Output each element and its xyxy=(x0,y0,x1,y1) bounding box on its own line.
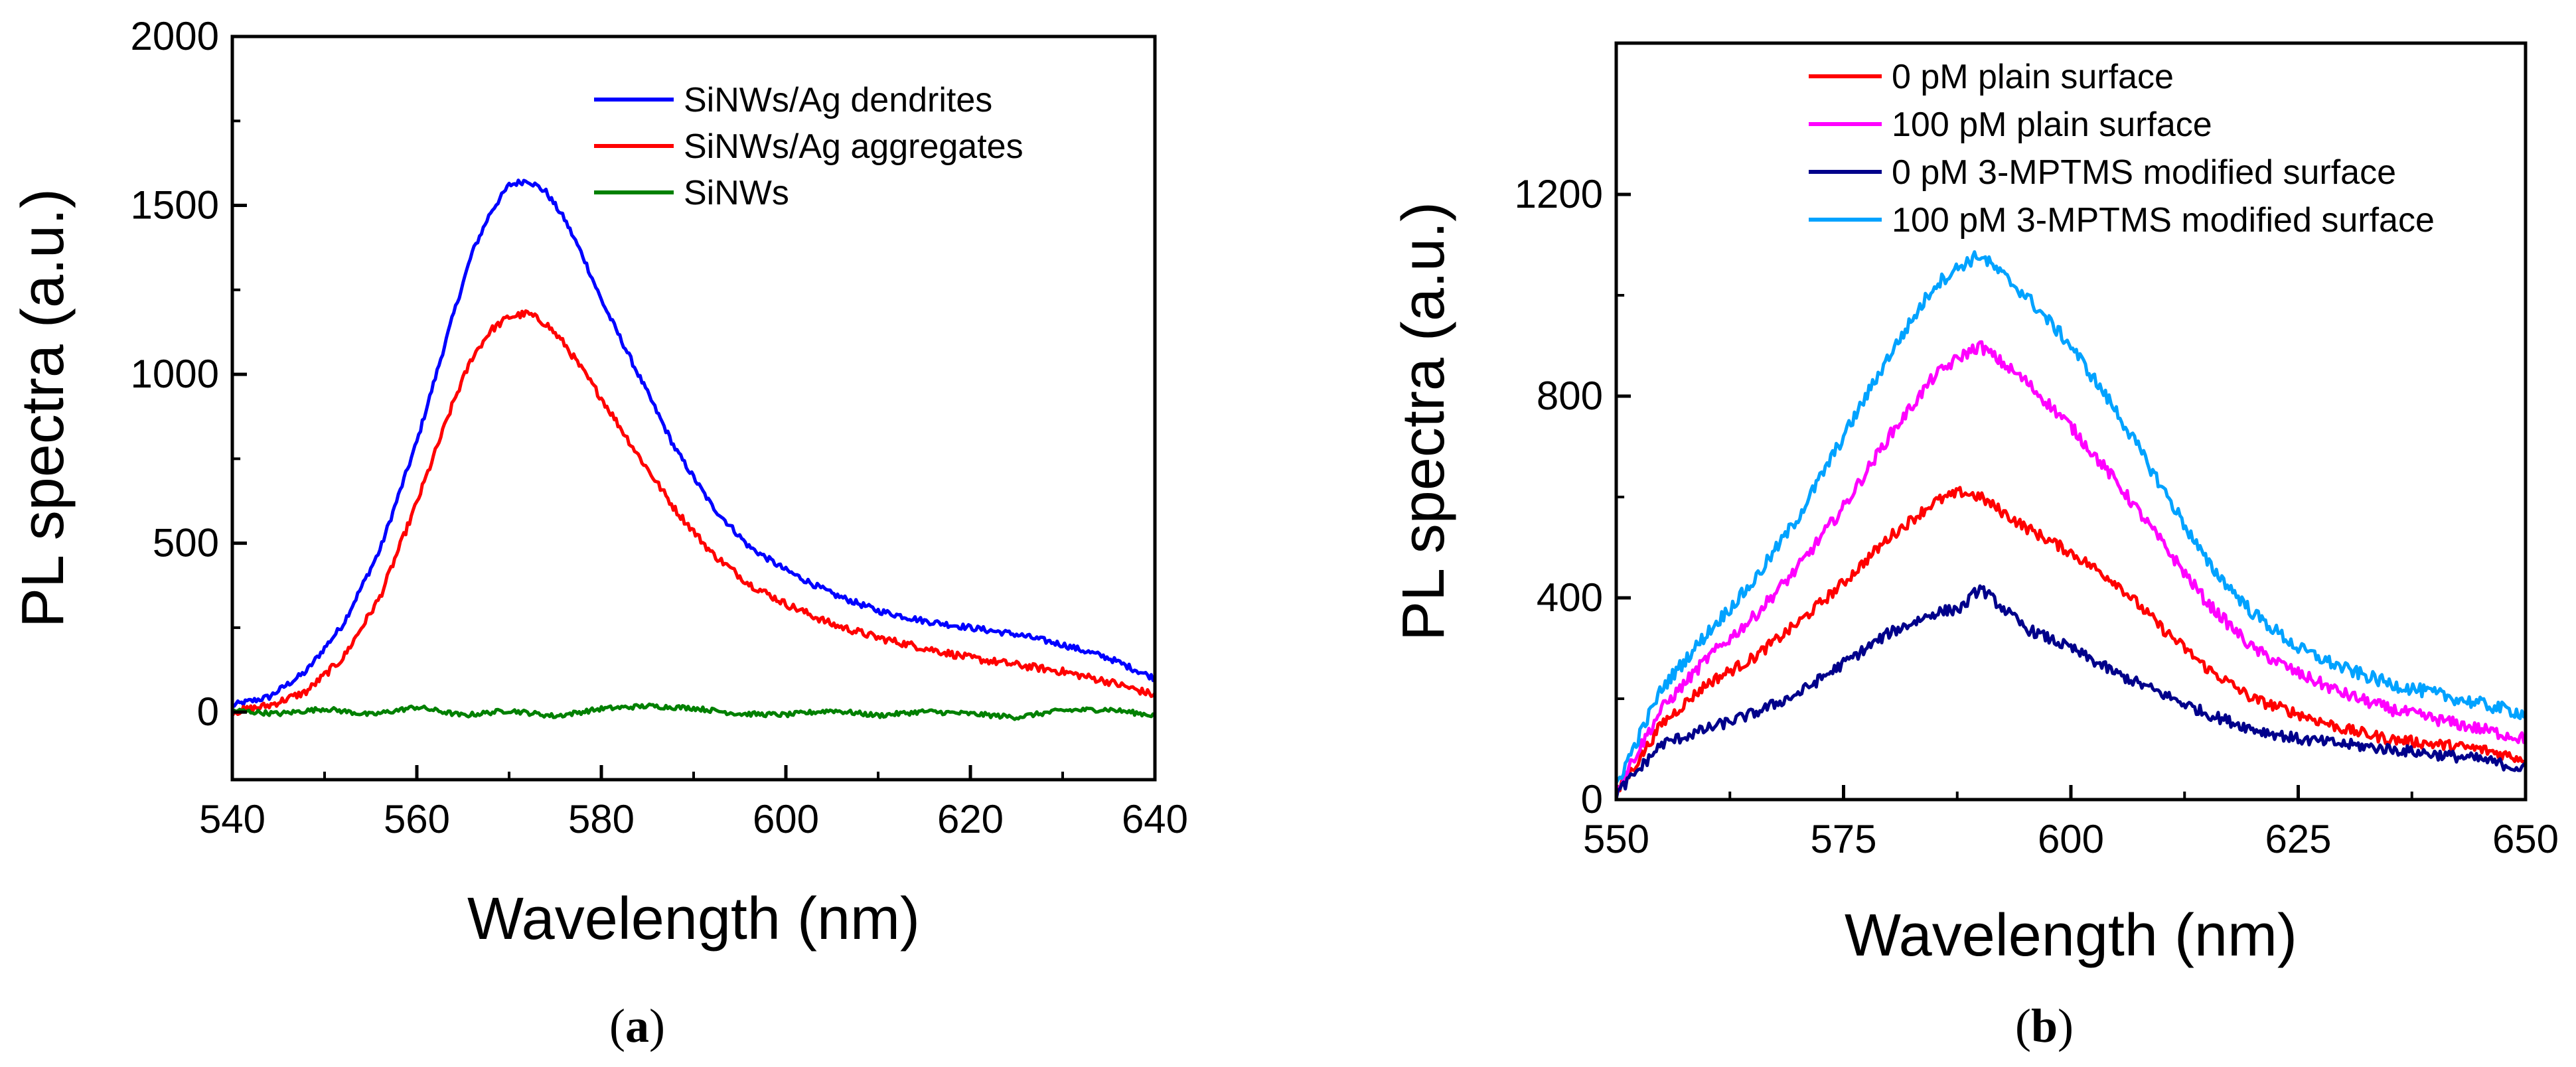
series-line-b-3 xyxy=(1614,250,2528,784)
panel-label-a: (a) xyxy=(609,999,665,1052)
panel-label-b-close: ) xyxy=(2058,999,2074,1052)
legend-b: 0 pM plain surface 100 pM plain surface 0 … xyxy=(1809,58,2435,240)
x-tick-label-a-1: 560 xyxy=(384,797,450,841)
panel-label-a-letter: a xyxy=(625,999,649,1052)
series-line-b-0 xyxy=(1614,486,2527,795)
y-tick-label-a-1: 500 xyxy=(153,521,219,565)
panel-label-b-open: ( xyxy=(2015,999,2031,1052)
series-line-b-1 xyxy=(1614,340,2528,793)
chart-panel-b: 550 575 600 625 650 0 400 800 1200 Wavelength (… xyxy=(1391,41,2559,1052)
y-tick-label-b-2: 800 xyxy=(1537,374,1603,418)
x-tick-label-b-1: 575 xyxy=(1810,817,1876,861)
x-tick-label-b-2: 600 xyxy=(2038,817,2104,861)
y-tick-label-a-2: 1000 xyxy=(131,352,219,396)
x-tick-label-a-4: 620 xyxy=(937,797,1004,841)
legend-label-b-2: 0 pM 3-MPTMS modified surface xyxy=(1892,153,2396,192)
y-tick-label-b-0: 0 xyxy=(1581,777,1603,821)
y-axis-title-b: PL spectra (a.u.) xyxy=(1391,202,1457,641)
legend-a: SiNWs/Ag dendrites SiNWs/Ag aggregates SiN… xyxy=(594,81,1023,212)
y-tick-label-b-1: 400 xyxy=(1537,575,1603,620)
series-line-a-0 xyxy=(231,178,1157,708)
series-line-a-2 xyxy=(232,702,1157,721)
legend-label-b-1: 100 pM plain surface xyxy=(1892,106,2212,144)
legend-label-a-2: SiNWs xyxy=(684,174,789,212)
x-tick-label-b-0: 550 xyxy=(1583,817,1649,861)
x-tick-label-a-2: 580 xyxy=(568,797,635,841)
x-axis-title-b: Wavelength (nm) xyxy=(1845,902,2297,969)
legend-label-a-0: SiNWs/Ag dendrites xyxy=(684,81,992,119)
legend-label-b-3: 100 pM 3-MPTMS modified surface xyxy=(1892,201,2435,240)
x-tick-label-a-0: 540 xyxy=(199,797,265,841)
x-tick-label-b-3: 625 xyxy=(2265,817,2331,861)
x-tick-label-b-4: 650 xyxy=(2492,817,2559,861)
x-tick-label-a-5: 640 xyxy=(1122,797,1188,841)
y-tick-label-b-3: 1200 xyxy=(1515,172,1603,216)
panel-label-a-close: ) xyxy=(649,999,665,1052)
chart-panel-a: 540 560 580 600 620 640 0 500 1000 1500 2000 Wave… xyxy=(10,14,1188,1052)
x-axis-title-a: Wavelength (nm) xyxy=(467,886,920,952)
y-tick-label-a-0: 0 xyxy=(197,689,219,734)
y-axis-title-a: PL spectra (a.u.) xyxy=(10,188,76,628)
panel-label-a-open: ( xyxy=(609,999,625,1052)
series-line-a-1 xyxy=(230,309,1157,717)
legend-label-b-0: 0 pM plain surface xyxy=(1892,58,2174,96)
y-tick-label-a-4: 2000 xyxy=(131,14,219,58)
panel-label-b: (b) xyxy=(2015,999,2074,1052)
x-tick-label-a-3: 600 xyxy=(753,797,819,841)
panel-label-b-letter: b xyxy=(2031,999,2058,1052)
series-line-b-2 xyxy=(1614,584,2526,800)
y-tick-label-a-3: 1500 xyxy=(131,183,219,228)
legend-label-a-1: SiNWs/Ag aggregates xyxy=(684,127,1023,166)
